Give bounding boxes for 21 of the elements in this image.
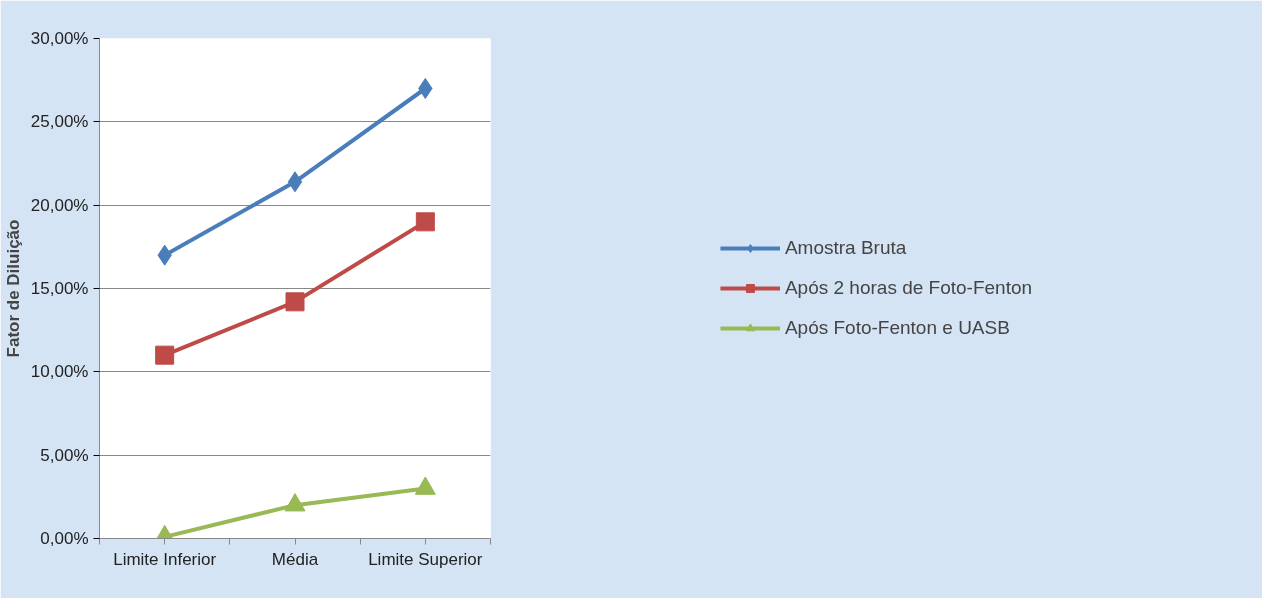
y-tick-label: 0,00% — [40, 529, 89, 548]
y-axis-title: Fator de Diluição — [3, 219, 23, 358]
x-tick-label: Média — [271, 549, 319, 569]
legend-label: Após 2 horas de Foto-Fenton — [784, 277, 1033, 299]
y-tick-label: 20,00% — [30, 195, 89, 215]
legend-label: Amostra Bruta — [784, 237, 907, 259]
point — [155, 345, 175, 365]
point — [284, 493, 306, 512]
point — [415, 212, 435, 232]
legend-label: Após Foto-Fenton e UASB — [784, 317, 1010, 339]
point — [418, 78, 433, 99]
x-tick-label: Limite Inferior — [113, 549, 217, 569]
y-tick-label: 5,00% — [40, 445, 89, 465]
y-tick-label: 15,00% — [30, 279, 89, 298]
point — [285, 292, 305, 312]
y-tick-label: 25,00% — [30, 112, 89, 132]
y-tick-label: 10,00% — [30, 362, 89, 382]
x-tick-label: Limite Superior — [368, 549, 483, 569]
point — [287, 171, 303, 193]
y-tick-label: 30,00% — [30, 29, 89, 48]
point — [414, 476, 436, 495]
